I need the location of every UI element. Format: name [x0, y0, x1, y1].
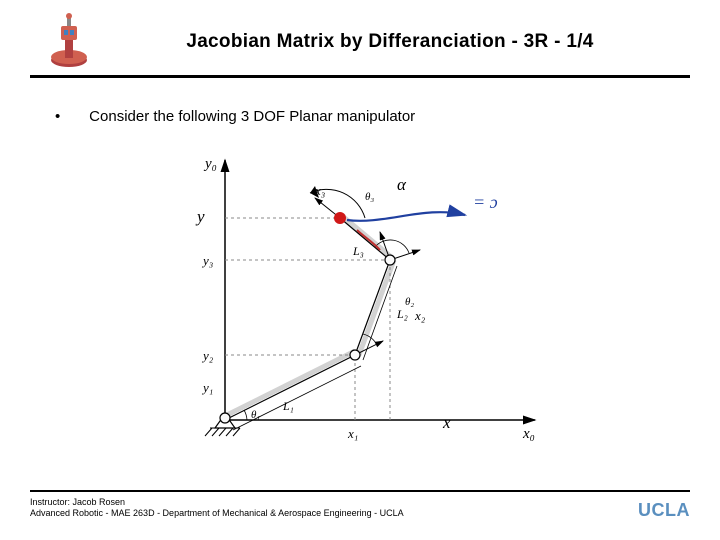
label-th2: θ₂ [405, 296, 414, 308]
slide-header: Jacobian Matrix by Differanciation - 3R … [30, 0, 690, 78]
slide-title: Jacobian Matrix by Differanciation - 3R … [90, 31, 690, 53]
label-x0: x₀ [522, 426, 535, 442]
label-alpha: α [397, 175, 407, 194]
label-x1: x₁ [347, 426, 358, 441]
label-x3: x₃ [314, 183, 325, 198]
bullet-line: • Consider the following 3 DOF Planar ma… [55, 108, 690, 125]
svg-text:= ɔ: = ɔ [473, 192, 498, 212]
robot-icon [45, 8, 93, 68]
label-y0: y₀ [203, 156, 217, 172]
slide-footer: Instructor: Jacob Rosen Advanced Robotic… [30, 490, 690, 520]
label-y3: y₃ [201, 253, 213, 268]
label-y: y [195, 207, 205, 226]
bullet-text: Consider the following 3 DOF Planar mani… [89, 108, 415, 125]
footer-course: Advanced Robotic - MAE 263D - Department… [30, 508, 690, 520]
label-x2: x₂ [414, 308, 426, 323]
label-th3: θ₃ [365, 191, 374, 203]
label-y2: y₂ [201, 348, 214, 363]
label-L2: L₂ [396, 307, 408, 321]
manipulator-diagram: = ɔ y₀ y y₃ y₂ y₁ x₀ x x₁ x₂ x₃ L₁ L₂ L₃… [165, 150, 555, 450]
footer-instructor: Instructor: Jacob Rosen [30, 497, 690, 509]
ucla-logo: UCLA [638, 500, 690, 521]
label-y1: y₁ [201, 380, 213, 395]
label-L1: L₁ [282, 399, 294, 413]
label-x: x [442, 413, 451, 432]
bullet-mark: • [55, 108, 85, 125]
label-L3: L₃ [352, 244, 364, 258]
label-th1: θ₁ [251, 409, 260, 421]
